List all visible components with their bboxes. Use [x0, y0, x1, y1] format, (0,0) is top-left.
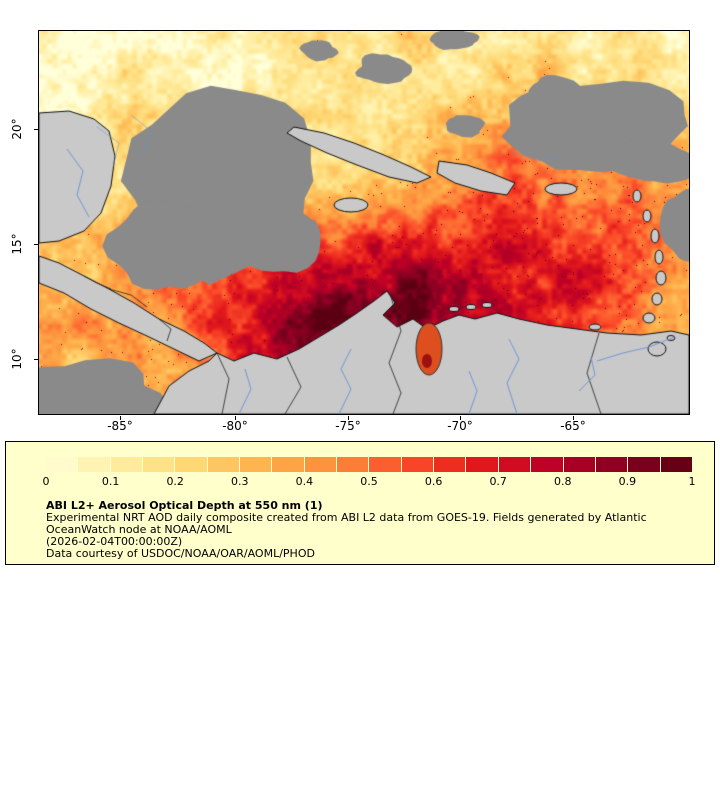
colorbar-tick-label: 0.6 [424, 475, 443, 488]
lat-tick-label: 15° [10, 233, 24, 255]
colorbar-segment [78, 457, 110, 472]
legend-description-line: OceanWatch node at NOAA/AOML [46, 523, 232, 536]
aod-map-frame [38, 30, 690, 415]
lat-tick-mark [34, 244, 38, 245]
lon-tick-label: -70° [447, 419, 473, 433]
colorbar-tick-label: 0 [42, 475, 50, 488]
colorbar-tick-labels: 0 0.1 0.2 0.3 0.4 0.5 0.6 0.7 0.8 0.9 1 [42, 475, 696, 489]
lat-tick-mark [34, 359, 38, 360]
colorbar-segment [531, 457, 563, 472]
colorbar-segment [595, 457, 628, 472]
colorbar-tick-label: 0.8 [554, 475, 572, 488]
colorbar-segment [240, 457, 272, 472]
colorbar-tick-label: 0.4 [295, 475, 314, 488]
colorbar-segment [304, 457, 337, 472]
lon-tick-mark [120, 416, 121, 420]
colorbar-tick-label: 0.5 [360, 475, 378, 488]
legend-title: ABI L2+ Aerosol Optical Depth at 550 nm … [46, 499, 323, 512]
lon-tick-mark [235, 416, 236, 420]
lon-tick-label: -80° [222, 419, 248, 433]
colorbar-segment [434, 457, 466, 472]
colorbar-segment [369, 457, 401, 472]
colorbar-segment [207, 457, 240, 472]
colorbar-segment [466, 457, 498, 472]
colorbar-segment [46, 457, 78, 472]
lon-tick-mark [348, 416, 349, 420]
lon-tick-mark [573, 416, 574, 420]
legend-description-line: Experimental NRT AOD daily composite cre… [46, 511, 647, 524]
colorbar-segment [337, 457, 369, 472]
lat-tick-label: 20° [10, 118, 24, 140]
lat-tick-label: 10° [10, 348, 24, 370]
colorbar-tick-label: 0.7 [489, 475, 507, 488]
aod-map-canvas [39, 31, 689, 414]
legend-courtesy: Data courtesy of USDOC/NOAA/OAR/AOML/PHO… [46, 547, 315, 560]
lon-tick-label: -85° [107, 419, 133, 433]
legend-timestamp: (2026-02-04T00:00:00Z) [46, 535, 183, 548]
colorbar-segment [660, 457, 692, 472]
colorbar-tick-label: 0.1 [101, 475, 120, 488]
colorbar-tick-label: 0.9 [618, 475, 637, 488]
legend-description: Experimental NRT AOD daily composite cre… [46, 512, 647, 560]
lon-tick-mark [460, 416, 461, 420]
colorbar-segment [175, 457, 207, 472]
colorbar-segment [628, 457, 660, 472]
lon-tick-label: -75° [335, 419, 361, 433]
colorbar-segment [272, 457, 304, 472]
lon-tick-label: -65° [560, 419, 586, 433]
colorbar-tick-label: 0.2 [166, 475, 184, 488]
colorbar-tick-label: 1 [688, 475, 696, 488]
colorbar-segment [143, 457, 175, 472]
colorbar-segment [498, 457, 531, 472]
colorbar-segment [401, 457, 434, 472]
colorbar-segment [563, 457, 595, 472]
legend-panel: 0 0.1 0.2 0.3 0.4 0.5 0.6 0.7 0.8 0.9 1 … [5, 441, 715, 565]
colorbar [46, 457, 692, 472]
colorbar-segment [110, 457, 143, 472]
colorbar-tick-label: 0.3 [231, 475, 249, 488]
lat-tick-mark [34, 129, 38, 130]
